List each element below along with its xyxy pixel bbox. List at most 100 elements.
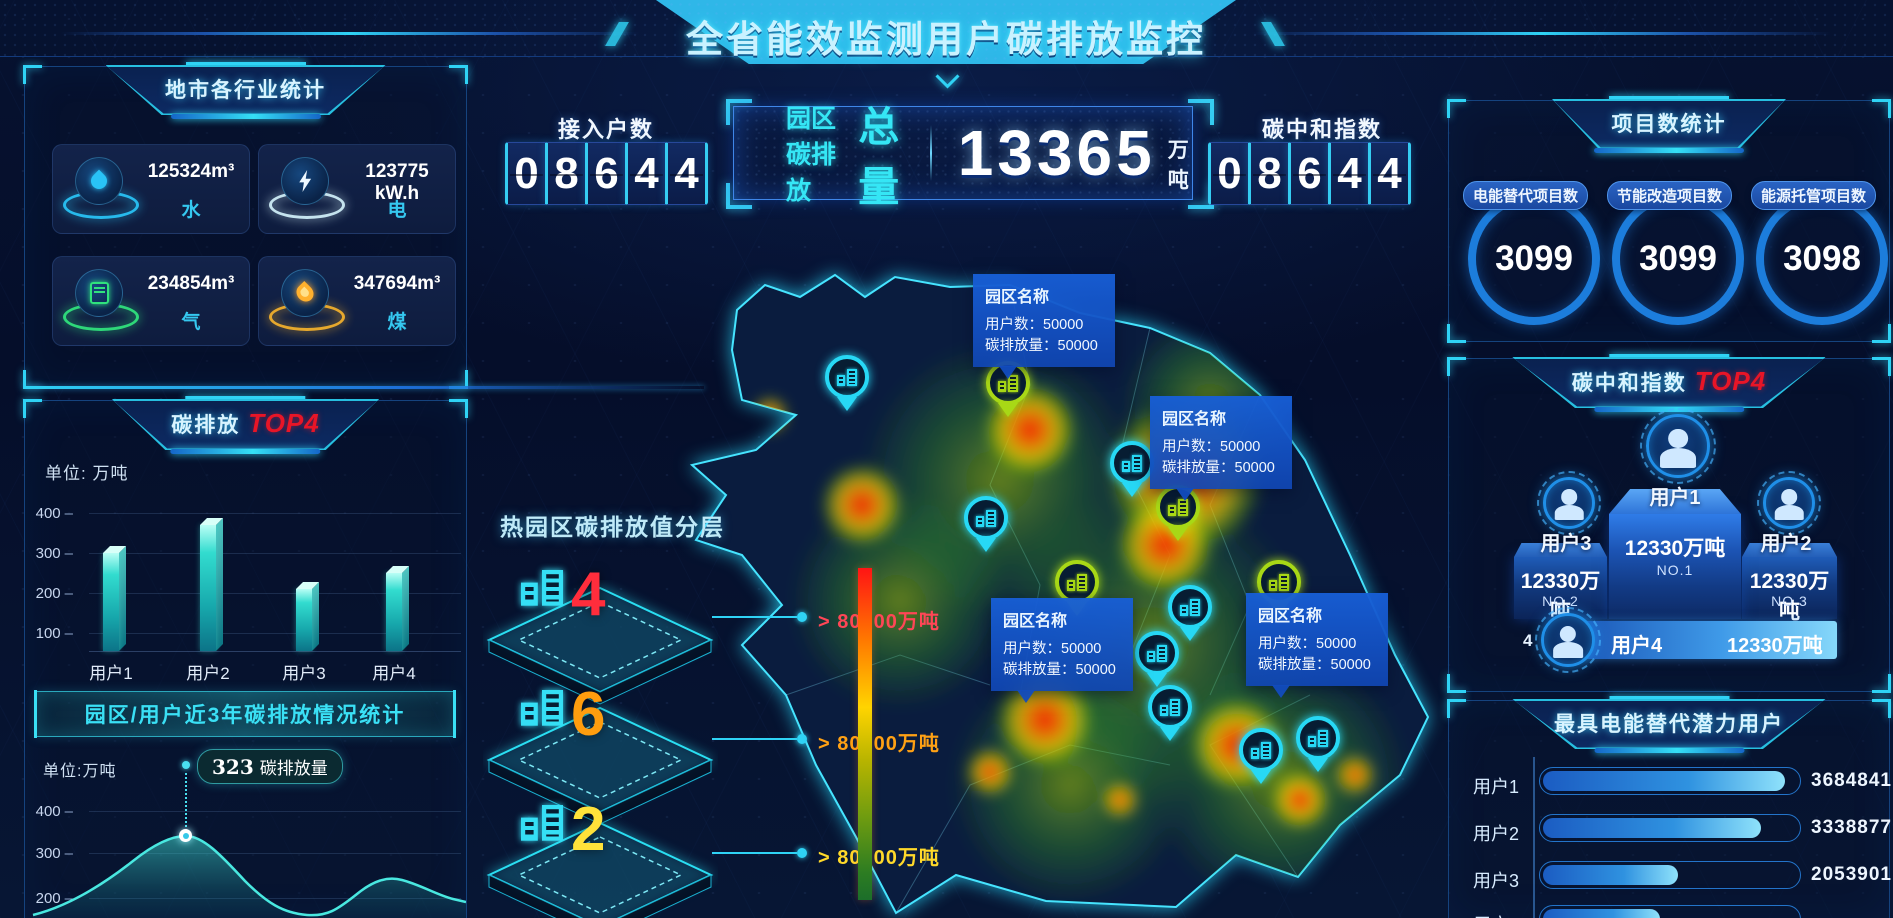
third-rank: NO.3 [1771, 593, 1808, 609]
gridline [89, 553, 461, 554]
map-pin[interactable] [1168, 585, 1212, 643]
bracket-bl [726, 183, 752, 209]
building-icon [1148, 685, 1192, 729]
second-rank: NO.2 [1542, 593, 1579, 609]
users-value: 50000 [1061, 641, 1102, 657]
third-value: 12330万吨 [1749, 570, 1830, 623]
user2-avatar-icon [1757, 471, 1821, 535]
trend-area-chart [32, 834, 466, 918]
potential-bar [1539, 861, 1801, 889]
neutral-digit: 0 [1208, 142, 1251, 205]
potential-bar [1539, 905, 1801, 918]
first-value: 12330万吨 [1624, 537, 1726, 560]
neutral-digit: 6 [1288, 142, 1331, 205]
access-digit: 4 [625, 142, 668, 205]
access-digit: 6 [585, 142, 628, 205]
user4-avatar-icon [1535, 607, 1601, 673]
building-icon [1055, 560, 1099, 604]
third-name: 用户2 [1760, 533, 1812, 555]
layer-count: 2 [571, 795, 606, 864]
flame-icon [281, 269, 329, 317]
emission-value: 50000 [1057, 338, 1098, 354]
tooltip-dotted-line [185, 773, 187, 835]
x-label-user3: 用户3 [282, 664, 326, 683]
gridline [89, 811, 461, 812]
electricity-value: 123775 kW.h [365, 161, 429, 204]
trend-tooltip-value: 323 [212, 755, 254, 779]
gas-value: 234854m³ [147, 273, 235, 294]
map-pin[interactable] [964, 496, 1008, 554]
fourth-value: 12330万吨 [1727, 635, 1823, 657]
map-pin[interactable] [1296, 716, 1340, 774]
building-icon [521, 690, 563, 726]
bar-user1 [103, 546, 127, 651]
emission-panel-badge: TOP4 [248, 407, 320, 438]
gridline [89, 633, 461, 634]
total-emission-unit: 万吨 [1167, 139, 1189, 192]
park-tooltip-title: 园区名称 [1162, 411, 1227, 428]
emission-layer-3: 2 [483, 799, 718, 918]
header-line-right [1252, 32, 1832, 35]
gridline [89, 898, 461, 899]
map-pin[interactable] [1135, 631, 1179, 689]
divider [930, 125, 932, 181]
emission-value: 50000 [1234, 460, 1275, 476]
users-value: 50000 [1043, 317, 1084, 333]
trend-y-tick: 300 [33, 845, 73, 862]
building-icon [521, 805, 563, 841]
map-pin[interactable] [1239, 728, 1283, 786]
fourth-row-bar [1579, 621, 1837, 659]
stat-card-water: 125324m³ 水 [52, 144, 250, 234]
layer-count: 6 [571, 680, 606, 749]
axis-baseline [89, 651, 461, 652]
potential-user-name: 用户1 [1473, 777, 1520, 797]
access-digit: 4 [665, 142, 708, 205]
first-name: 用户1 [1649, 487, 1701, 509]
stat-card-coal: 347694m³ 煤 [258, 256, 456, 346]
building-icon [964, 496, 1008, 540]
x-label-user1: 用户1 [89, 664, 133, 683]
electricity-label: 电 [387, 200, 407, 221]
top4-panel-badge: TOP4 [1694, 365, 1767, 396]
bracket-tl [726, 99, 752, 125]
access-count-label: 接入户数 [558, 117, 655, 142]
access-digit: 0 [505, 142, 548, 205]
map-pin[interactable] [1110, 441, 1154, 499]
three-year-stat-button[interactable]: 园区/用户近3年碳排放情况统计 [34, 690, 456, 738]
total-emission-panel: 园区碳排放 总量 13365 万吨 [733, 104, 1193, 210]
industry-panel-title: 地市各行业统计 [165, 78, 326, 102]
project-count: 3099 [1612, 193, 1744, 325]
park-tooltip: 园区名称 用户数：50000 碳排放量：50000 [991, 598, 1133, 703]
map-pin[interactable] [1148, 685, 1192, 743]
map-pin[interactable] [825, 355, 869, 413]
stat-card-electricity: 123775 kW.h 电 [258, 144, 456, 234]
emission-panel-title: 碳排放 [171, 413, 241, 437]
neutral-digit: 4 [1368, 142, 1411, 205]
water-label: 水 [181, 200, 201, 221]
users-value: 50000 [1220, 439, 1261, 455]
emission-value: 50000 [1075, 662, 1116, 678]
trend-tooltip-label: 碳排放量 [259, 759, 328, 778]
building-icon [1239, 728, 1283, 772]
gridline [89, 853, 461, 854]
podium-first: 12330万吨 NO.1 [1609, 489, 1741, 619]
layer-connector [712, 612, 807, 622]
building-icon [1168, 585, 1212, 629]
potential-user-name: 用户2 [1473, 824, 1520, 844]
stat-card-gas: 234854m³ 气 [52, 256, 250, 346]
bar-chart-unit: 单位: 万吨 [45, 464, 129, 483]
potential-value: 3338877 [1811, 817, 1892, 838]
chevron-down-icon [935, 64, 960, 89]
map-pin[interactable] [1055, 560, 1099, 618]
projects-panel-title: 项目数统计 [1611, 112, 1727, 136]
users-label: 用户数： [1003, 641, 1061, 657]
layer-connector [712, 734, 807, 744]
header-line-left [60, 32, 640, 35]
title-banner-border [656, 0, 1236, 64]
gridline [89, 513, 461, 514]
neutral-index-label: 碳中和指数 [1262, 117, 1383, 142]
access-digit: 8 [545, 142, 588, 205]
park-tooltip-title: 园区名称 [1003, 613, 1068, 630]
users-value: 50000 [1316, 636, 1357, 652]
potential-user-name: 用户3 [1473, 871, 1520, 891]
